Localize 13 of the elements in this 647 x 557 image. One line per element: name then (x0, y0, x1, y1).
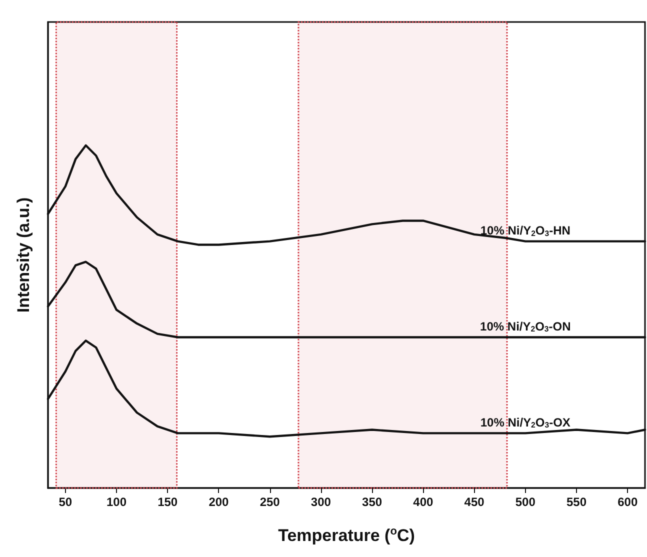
x-tick-label: 550 (566, 495, 587, 509)
x-tick-label: 50 (58, 495, 72, 509)
x-tick-label: 250 (260, 495, 280, 509)
x-tick-label: 600 (618, 495, 638, 509)
x-tick-label: 400 (413, 495, 434, 509)
x-tick-label: 300 (310, 495, 332, 509)
y-axis-title: Intensity (a.u.) (14, 197, 33, 313)
x-tick-label: 200 (208, 495, 230, 509)
x-tick-label: 450 (464, 495, 485, 509)
x-tick-label: 350 (362, 495, 382, 509)
x-tick-label: 100 (106, 495, 127, 509)
x-tick-label: 500 (515, 495, 536, 509)
x-tick-label: 150 (158, 495, 178, 509)
